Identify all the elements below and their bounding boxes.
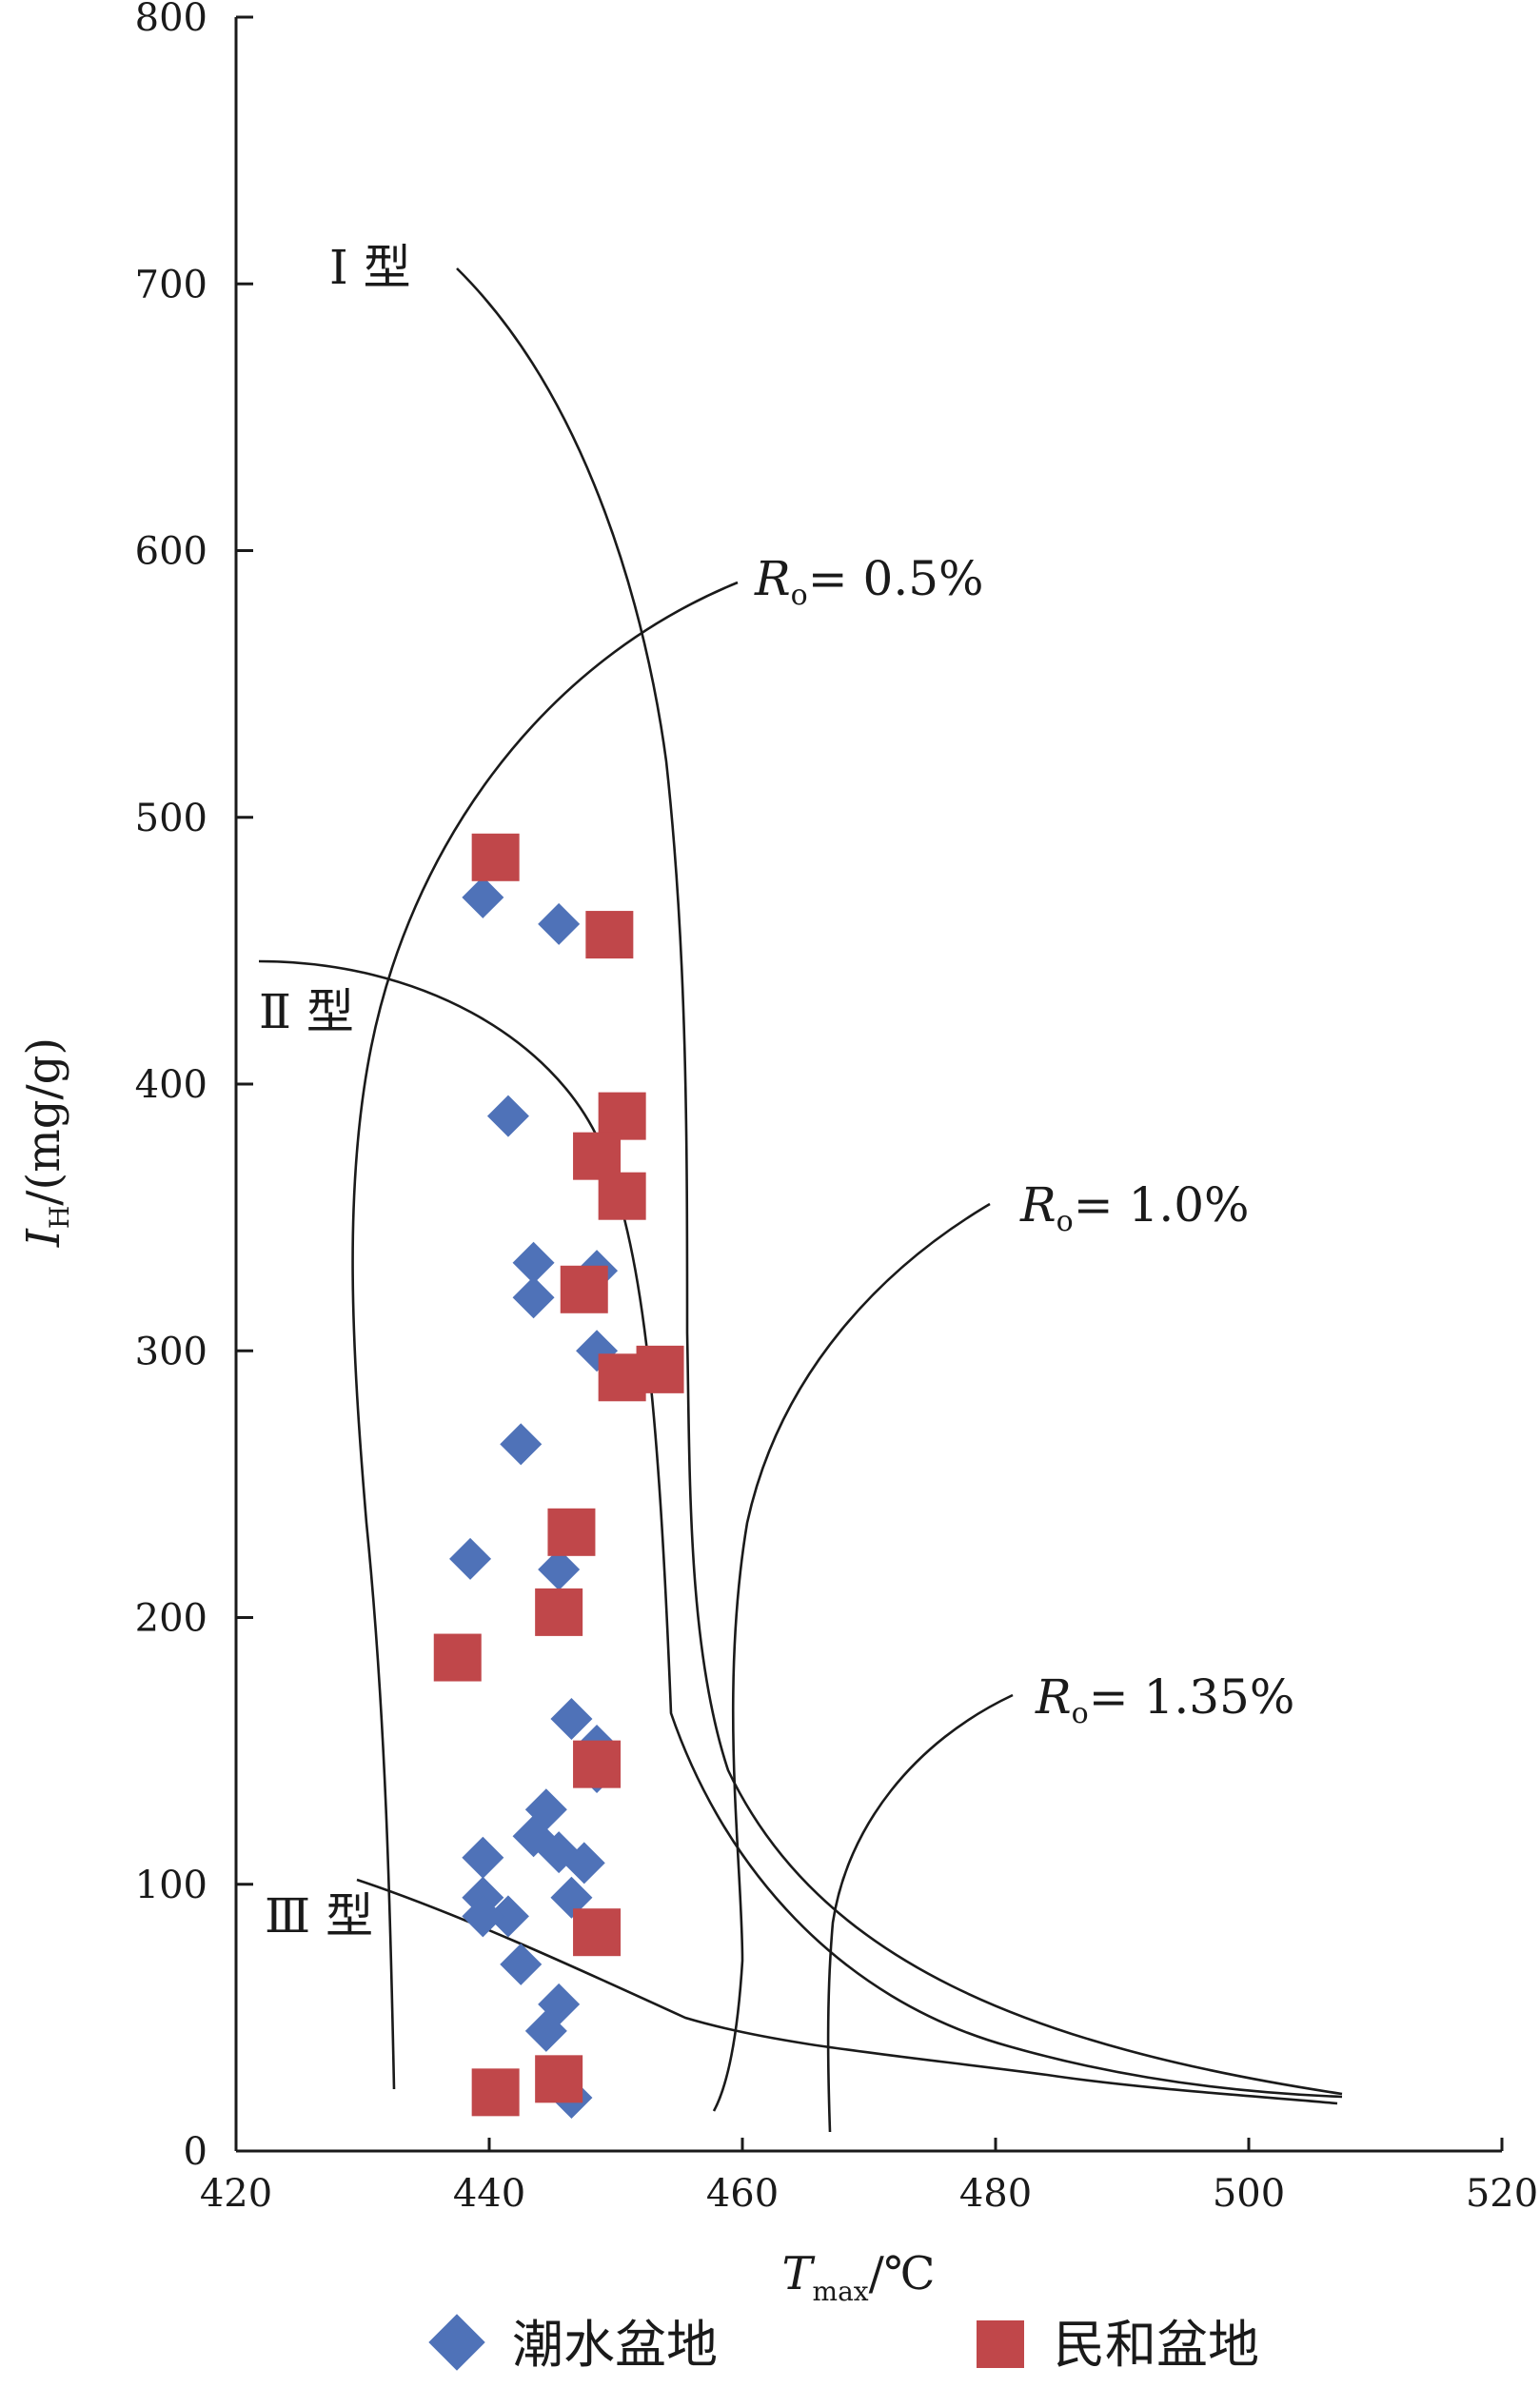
y-axis-title-unit: /(mg/g)	[17, 1037, 70, 1206]
legend: 潮水盆地 民和盆地	[428, 2314, 1259, 2375]
x-tick-label: 420	[200, 2172, 272, 2216]
y-axis-title: IH/(mg/g)	[17, 1037, 75, 1248]
ro-1.35-label-sub: o	[1072, 1697, 1089, 1730]
x-axis-title: Tmax/℃	[782, 2247, 936, 2307]
x-tick-label: 480	[959, 2172, 1032, 2216]
minhe-point	[471, 2068, 520, 2117]
ro-1.35-curve	[826, 1693, 1014, 2133]
minhe-point	[573, 1740, 622, 1788]
minhe-point	[433, 1633, 482, 1682]
chaoshui-point	[500, 1943, 543, 1985]
ro-1.0-label-sub: o	[1056, 1205, 1074, 1238]
ro-0.5-label-value: = 0.5%	[808, 551, 984, 606]
ro-1.0-curve	[712, 1202, 991, 2112]
chaoshui-point	[462, 1836, 504, 1879]
y-tick-label: 700	[135, 263, 207, 306]
type-II-curve	[258, 959, 1343, 2099]
ro-1.35-label-value: = 1.35%	[1089, 1669, 1295, 1725]
minhe-point	[535, 1588, 583, 1636]
y-axis-ticks: 0 100 200 300 400 500 600 700 800	[135, 0, 253, 2174]
ro-1.35-label: Ro= 1.35%	[1035, 1669, 1294, 1730]
annotations: Ⅰ 型 Ⅱ 型 Ⅲ 型 Ro= 0.5% Ro= 1.0% Ro= 1.35%	[259, 240, 1294, 1944]
minhe-point	[585, 911, 634, 959]
minhe-point	[560, 1265, 608, 1313]
chaoshui-point	[486, 1095, 529, 1137]
type-boundary-curves	[258, 267, 1343, 2133]
y-tick-label: 800	[135, 0, 207, 40]
chaoshui-point	[500, 1423, 543, 1466]
minhe-point	[573, 1132, 622, 1180]
minhe-point	[636, 1345, 684, 1393]
type-II-label: Ⅱ 型	[259, 984, 354, 1039]
y-tick-label: 300	[135, 1330, 207, 1373]
data-markers	[433, 833, 684, 2119]
y-tick-label: 500	[135, 797, 207, 840]
x-axis-ticks: 420 440 460 480 500 520	[200, 2138, 1538, 2216]
ro-0.5-label-r: R	[754, 551, 791, 606]
legend-label-chaoshui: 潮水盆地	[512, 2315, 718, 2375]
chaoshui-point	[512, 1241, 555, 1284]
x-axis-title-sub: max	[813, 2276, 869, 2307]
chaoshui-point	[512, 1276, 555, 1319]
minhe-point	[573, 1908, 622, 1957]
y-tick-label: 100	[135, 1864, 207, 1907]
type-I-curve	[456, 267, 1343, 2096]
ro-1.0-label-r: R	[1019, 1177, 1056, 1233]
ro-0.5-label-sub: o	[791, 579, 808, 612]
minhe-point	[471, 833, 520, 881]
chaoshui-point	[449, 1537, 492, 1580]
legend-label-minhe: 民和盆地	[1054, 2315, 1259, 2375]
legend-diamond-marker	[428, 2314, 485, 2371]
chaoshui-point	[550, 1697, 593, 1740]
x-axis-title-main: T	[782, 2247, 816, 2300]
chaoshui-point	[524, 2009, 567, 2052]
minhe-point	[547, 1508, 596, 1556]
y-tick-label: 400	[135, 1063, 207, 1107]
chaoshui-point	[462, 876, 504, 918]
chaoshui-point	[538, 902, 581, 945]
ro-1.0-label-value: = 1.0%	[1074, 1177, 1250, 1233]
y-tick-label: 200	[135, 1597, 207, 1641]
x-tick-label: 460	[706, 2172, 779, 2216]
chaoshui-point	[486, 1895, 529, 1938]
minhe-point	[535, 2055, 583, 2103]
legend-square-marker	[977, 2320, 1024, 2368]
x-axis-title-unit: /℃	[869, 2247, 936, 2300]
ro-0.5-curve	[351, 581, 739, 2090]
type-III-curve	[356, 1878, 1338, 2105]
chaoshui-point	[563, 1842, 605, 1885]
type-I-label: Ⅰ 型	[329, 240, 411, 295]
y-tick-label: 600	[135, 530, 207, 574]
type-III-label: Ⅲ 型	[265, 1888, 373, 1944]
legend-item-minhe: 民和盆地	[977, 2315, 1259, 2375]
x-tick-label: 520	[1466, 2172, 1538, 2216]
minhe-point	[598, 1172, 646, 1220]
x-tick-label: 440	[453, 2172, 525, 2216]
x-tick-label: 500	[1213, 2172, 1285, 2216]
minhe-point	[598, 1092, 646, 1140]
ro-0.5-label: Ro= 0.5%	[754, 551, 984, 612]
ro-1.35-label-r: R	[1035, 1669, 1072, 1725]
chaoshui-point	[462, 1895, 504, 1938]
y-axis-title-sub: H	[44, 1206, 75, 1229]
chaoshui-point	[538, 1549, 581, 1591]
y-axis-title-main: I	[17, 1228, 70, 1248]
chaoshui-point	[550, 1876, 593, 1919]
y-tick-label: 0	[184, 2130, 207, 2174]
legend-item-chaoshui: 潮水盆地	[428, 2314, 718, 2375]
ro-1.0-label: Ro= 1.0%	[1019, 1177, 1250, 1238]
